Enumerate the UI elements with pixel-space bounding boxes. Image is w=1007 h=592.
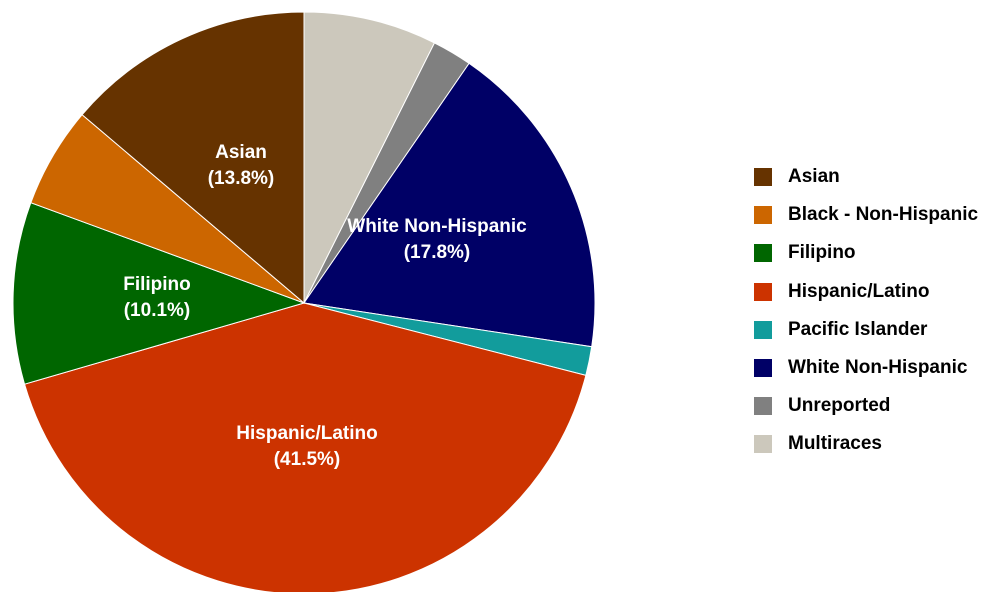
pie-slice-multiraces [303, 11, 436, 304]
legend-label: Multiraces [788, 433, 882, 455]
legend-label: Hispanic/Latino [788, 280, 930, 302]
legend-item: Filipino [754, 234, 978, 272]
legend-item: Multiraces [754, 425, 978, 463]
pie-slice-white [303, 62, 596, 348]
legend-label: Asian [788, 166, 840, 188]
legend-item: Unreported [754, 387, 978, 425]
legend-label: Black - Non-Hispanic [788, 204, 979, 226]
pie-slices [12, 11, 596, 592]
data-label-asian-value: (13.8%) [208, 168, 275, 189]
legend-item: Black - Non-Hispanic [754, 196, 978, 234]
pie-slice-asian [81, 11, 305, 305]
legend-swatch [754, 397, 772, 416]
pie-slice-hispanic [23, 302, 587, 592]
data-label-filipino-name: Filipino [123, 274, 191, 295]
legend-swatch [754, 206, 772, 225]
legend-item: Asian [754, 158, 978, 196]
legend-label: Pacific Islander [788, 318, 928, 340]
legend-swatch [754, 320, 772, 339]
legend-item: White Non-Hispanic [754, 349, 978, 387]
pie-data-labels: White Non-Hispanic (17.8%) Hispanic/Latino… [123, 142, 527, 470]
legend-swatch [754, 244, 772, 263]
legend-item: Hispanic/Latino [754, 273, 978, 311]
data-label-white-name: White Non-Hispanic [347, 216, 527, 237]
data-label-filipino-value: (10.1%) [124, 300, 191, 321]
legend-label: Unreported [788, 395, 891, 417]
data-label-white-value: (17.8%) [404, 242, 471, 263]
legend-swatch [754, 282, 772, 301]
legend-label: Filipino [788, 242, 856, 264]
legend-swatch [754, 435, 772, 454]
legend-item: Pacific Islander [754, 311, 978, 349]
data-label-hispanic-name: Hispanic/Latino [236, 423, 377, 444]
data-label-asian-name: Asian [215, 142, 267, 163]
pie-slice-filipino [12, 202, 306, 385]
legend-swatch [754, 168, 772, 187]
data-label-hispanic-value: (41.5%) [274, 449, 341, 470]
chart-legend: Asian Black - Non-Hispanic Filipino Hispani… [754, 158, 978, 464]
legend-label: White Non-Hispanic [788, 357, 968, 379]
legend-swatch [754, 359, 772, 378]
